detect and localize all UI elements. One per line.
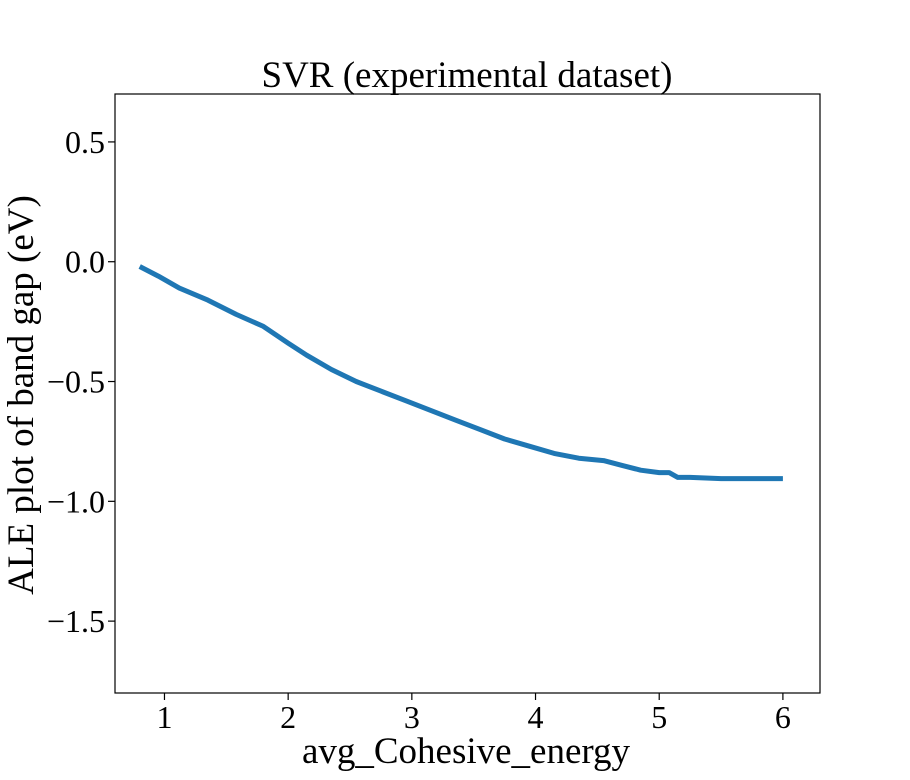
y-tick-label: −0.5 [47, 364, 105, 400]
y-tick-label: 0.0 [65, 244, 105, 280]
series-line-0 [138, 264, 783, 482]
x-tick-label: 2 [280, 699, 296, 735]
x-axis-label: avg_Cohesive_energy [302, 731, 631, 772]
x-tick-label: 5 [651, 699, 667, 735]
x-tick-label: 6 [775, 699, 791, 735]
plot-area [114, 93, 821, 694]
x-tick-label: 4 [528, 699, 544, 735]
x-tick-label: 3 [404, 699, 420, 735]
y-tick-label: −1.0 [47, 483, 105, 519]
tick-labels: 1 2 3 4 5 6 0.5 0.0 −0.5 −1.0 −1.5 [47, 124, 791, 735]
x-tick-label: 1 [156, 699, 172, 735]
y-axis-label: ALE plot of band gap (eV) [1, 195, 42, 595]
axes-frame [114, 93, 821, 694]
y-tick-label: 0.5 [65, 124, 105, 160]
chart-title: SVR (experimental dataset) [262, 55, 673, 96]
y-tick-label: −1.5 [47, 603, 105, 639]
